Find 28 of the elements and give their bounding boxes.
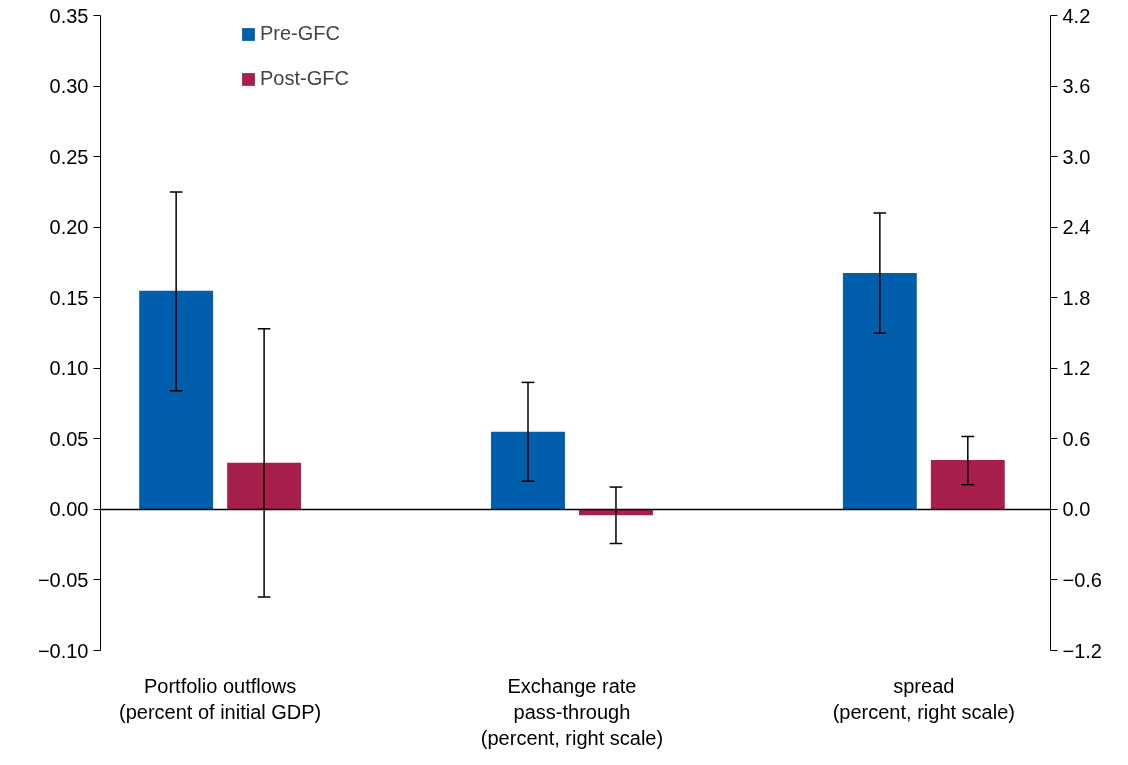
y2-tick-label: 4.2 bbox=[1062, 4, 1091, 27]
y-tick-label: 0.05 bbox=[49, 427, 89, 450]
x-tick-label: Portfolio outflows (percent of initial GDP) bbox=[118, 674, 322, 723]
legend-label: Pre-GFC bbox=[260, 22, 340, 45]
y2-tick-label: 3.0 bbox=[1062, 145, 1091, 168]
y2-tick-label: 0.0 bbox=[1062, 498, 1091, 521]
legend-label: Post-GFC bbox=[260, 67, 349, 90]
y-tick-label: 0.30 bbox=[49, 75, 89, 98]
y2-tick-label: 1.2 bbox=[1062, 357, 1091, 380]
bar bbox=[930, 460, 1005, 510]
x-tick-label: Exchange rate pass-through (percent, right scale) bbox=[480, 674, 664, 750]
y-tick-label: 0.10 bbox=[49, 357, 89, 380]
y2-tick-label: −1.2 bbox=[1062, 639, 1102, 662]
y-tick-label: 0.15 bbox=[49, 286, 89, 309]
y-tick-label: 0.35 bbox=[49, 4, 89, 27]
y-tick-label: 0.25 bbox=[49, 145, 89, 168]
y2-tick-label: −0.6 bbox=[1062, 568, 1102, 591]
y2-tick-label: 3.6 bbox=[1062, 75, 1091, 98]
bar bbox=[491, 431, 565, 510]
y-tick-label: −0.05 bbox=[37, 568, 89, 591]
y-tick-label: −0.10 bbox=[37, 639, 89, 662]
bar bbox=[842, 273, 917, 510]
x-tick-label: spread (percent, right scale) bbox=[832, 674, 1015, 723]
y2-tick-label: 0.6 bbox=[1062, 427, 1091, 450]
y2-tick-label: 1.8 bbox=[1062, 286, 1091, 309]
y-tick-label: 0.20 bbox=[49, 216, 89, 239]
y-tick-label: 0.00 bbox=[49, 498, 89, 521]
y2-tick-label: 2.4 bbox=[1062, 216, 1091, 239]
